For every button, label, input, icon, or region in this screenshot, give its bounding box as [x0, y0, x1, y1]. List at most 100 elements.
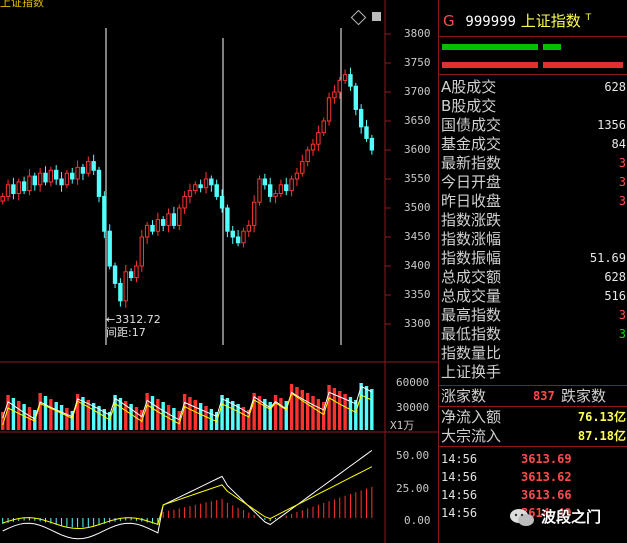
volume-bar	[6, 395, 10, 430]
candle	[278, 184, 284, 195]
price-y-tick: 3750	[404, 56, 431, 69]
tick-price: 3613.62	[521, 470, 572, 484]
chart-title-strip: 上证指数	[0, 0, 200, 9]
volume-bar	[145, 393, 149, 430]
red-strength-bar-1	[442, 62, 538, 68]
volume-bar	[316, 399, 321, 430]
chart-pane[interactable]: 上证指数 3800 3750 3700 3650 3600 3550 3500 3450 340…	[0, 0, 438, 543]
volume-bar	[124, 401, 128, 430]
volume-bar	[193, 400, 197, 430]
stat-value: 84	[611, 137, 626, 151]
tick-row: 14:56 3613.69	[441, 451, 626, 467]
volume-bar	[252, 393, 256, 430]
candle	[32, 175, 37, 186]
volume-bar	[332, 388, 337, 430]
candle	[11, 184, 16, 195]
tick-row: 14:56 3613.62	[441, 469, 626, 485]
candle	[284, 184, 289, 192]
volume-bar	[241, 407, 246, 430]
volume-bar	[43, 396, 48, 430]
volume-bar	[311, 396, 315, 430]
candle	[198, 184, 203, 189]
stat-value: 3	[618, 156, 626, 170]
candle	[144, 224, 150, 238]
symbol-header: G 999999 上证指数 T	[443, 10, 591, 31]
stat-label: 总成交额	[441, 268, 502, 286]
candle	[54, 169, 59, 180]
volume-bar	[327, 385, 331, 430]
volume-bar	[86, 400, 90, 430]
volume-bar	[150, 396, 155, 430]
volume-bar	[225, 398, 230, 430]
stat-label: 指数量比	[441, 344, 502, 362]
volume-bar	[54, 402, 58, 430]
volume-bar	[22, 404, 26, 430]
candle	[364, 126, 369, 139]
candle	[16, 181, 21, 194]
flow-value: 76.13亿	[577, 410, 626, 424]
volume-bar	[236, 404, 240, 430]
volume-bar	[161, 402, 165, 430]
volume-bar	[102, 409, 107, 430]
breadth-row: 涨家数 837 跌家数	[441, 387, 626, 406]
price-y-tick: 3600	[404, 143, 431, 156]
candle	[27, 175, 32, 192]
candle	[337, 79, 342, 93]
stat-row: 上证换手	[441, 363, 626, 382]
stat-label: 今日开盘	[441, 173, 502, 191]
distance-annotation: 间距:17	[106, 326, 146, 339]
candle	[305, 149, 310, 163]
candle	[342, 74, 348, 81]
stat-label: 昨日收盘	[441, 192, 502, 210]
volume-bar	[273, 395, 278, 430]
candle	[262, 178, 268, 186]
candle	[155, 219, 161, 232]
volume-bar	[354, 400, 358, 430]
stat-row: 昨日收盘 3	[441, 192, 626, 211]
candle	[246, 224, 252, 232]
volume-bar	[247, 410, 251, 430]
price-y-tick: 3350	[404, 288, 431, 301]
up-count-label: 涨家数	[441, 387, 487, 405]
volume-bar	[134, 407, 139, 430]
price-y-tick: 3800	[404, 27, 431, 40]
candle	[48, 169, 54, 183]
price-y-tick: 3450	[404, 230, 431, 243]
candle	[225, 207, 230, 232]
stat-row: B股成交	[441, 97, 626, 116]
candle	[214, 184, 219, 197]
candle	[150, 224, 155, 232]
volume-bar	[231, 401, 235, 430]
candle	[70, 172, 75, 180]
market-prefix: G	[443, 12, 455, 30]
square-icon[interactable]	[372, 12, 381, 21]
candle	[316, 132, 321, 145]
stat-row: 总成交量 516	[441, 287, 626, 306]
volume-bar	[49, 399, 53, 430]
flow-value: 87.18亿	[577, 429, 626, 443]
candle	[123, 271, 128, 302]
stat-label: 国债成交	[441, 116, 502, 134]
tick-row: 14:56 3614.49	[441, 505, 626, 521]
volume-bar	[295, 387, 299, 430]
stat-label: 最低指数	[441, 325, 502, 343]
candle	[251, 201, 257, 226]
stat-label: 基金成交	[441, 135, 502, 153]
candle	[358, 108, 364, 128]
stat-label: 上证换手	[441, 363, 502, 381]
candle	[289, 178, 294, 192]
candle	[5, 184, 11, 197]
price-y-tick: 3300	[404, 317, 431, 330]
volume-bar	[338, 391, 342, 430]
candle	[91, 161, 96, 171]
candle	[128, 271, 134, 279]
candle	[209, 178, 214, 186]
macd-y-tick: 0.00	[404, 514, 431, 527]
volume-bar	[59, 405, 64, 430]
symbol-flag: T	[585, 13, 592, 23]
stat-row: 指数振幅 51.69	[441, 249, 626, 268]
candle	[96, 169, 102, 197]
tick-time: 14:56	[441, 470, 478, 484]
volume-bar	[38, 393, 42, 430]
candle	[326, 97, 332, 122]
